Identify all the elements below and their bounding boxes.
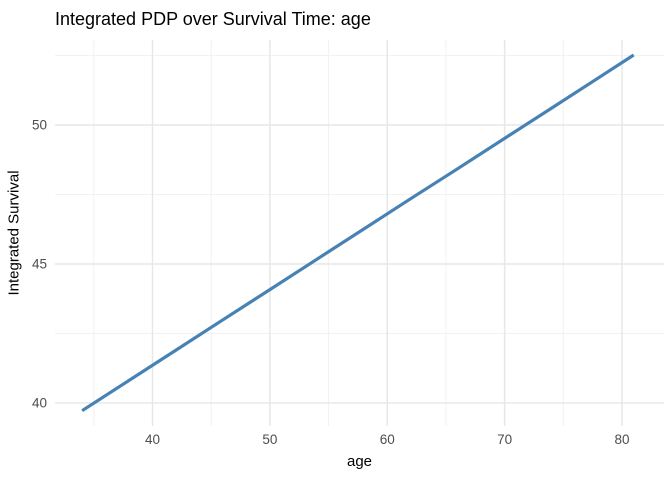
pdp-line xyxy=(81,53,635,413)
x-tick-label: 70 xyxy=(497,432,512,447)
x-tick-label: 60 xyxy=(380,432,395,447)
y-tick-label: 50 xyxy=(32,118,47,133)
y-tick-label: 40 xyxy=(32,395,47,410)
x-tick-label: 40 xyxy=(145,432,160,447)
x-axis-title: age xyxy=(346,453,373,470)
y-tick-label: 45 xyxy=(32,256,47,271)
x-tick-label: 50 xyxy=(262,432,277,447)
chart-title: Integrated PDP over Survival Time: age xyxy=(55,9,371,29)
x-tick-label: 80 xyxy=(614,432,629,447)
